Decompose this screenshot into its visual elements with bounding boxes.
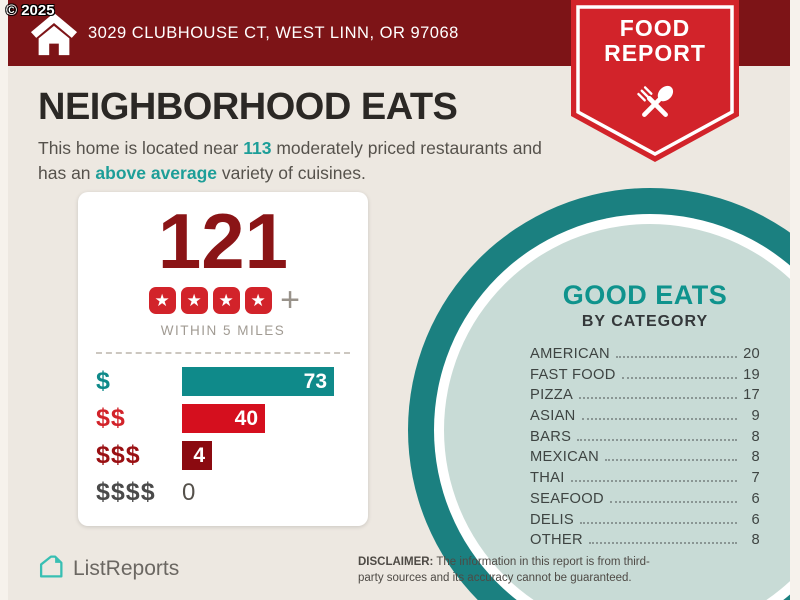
category-value: 20 xyxy=(743,346,760,362)
category-label: MEXICAN xyxy=(530,449,600,466)
infographic-canvas: 3029 CLUBHOUSE CT, WEST LINN, OR 97068 F… xyxy=(8,0,790,600)
category-value: 17 xyxy=(743,387,760,404)
good-eats-panel: GOOD EATS BY CATEGORY AMERICAN 20 FAST FO… xyxy=(530,280,760,553)
category-value: 8 xyxy=(751,532,760,549)
bar-track: 0 xyxy=(182,478,352,507)
price-tier-row: $$ 40 xyxy=(96,404,352,433)
dotted-leader xyxy=(615,356,737,358)
dotted-leader xyxy=(609,500,737,503)
category-label: ASIAN xyxy=(530,408,576,425)
category-row: AMERICAN 20 xyxy=(530,346,760,367)
plus-icon: + xyxy=(280,281,300,319)
category-label: THAI xyxy=(530,470,565,487)
star-icon: ★ xyxy=(212,287,240,314)
page-title: NEIGHBORHOOD EATS xyxy=(38,86,458,128)
category-row: DELIS 6 xyxy=(530,512,760,533)
category-row: BARS 8 xyxy=(530,429,760,450)
price-tier-row: $$$$ 0 xyxy=(96,478,352,507)
property-address: 3029 CLUBHOUSE CT, WEST LINN, OR 97068 xyxy=(88,24,459,42)
category-row: ASIAN 9 xyxy=(530,408,760,429)
bar-value: 4 xyxy=(193,443,205,467)
copyright-watermark: © 2025 xyxy=(6,2,55,19)
dotted-leader xyxy=(579,397,737,400)
category-list: AMERICAN 20 FAST FOOD 19 PIZZA 17 ASIAN 9 BA… xyxy=(530,346,760,553)
category-label: BARS xyxy=(530,428,572,445)
variety-rating: above average xyxy=(95,162,218,183)
radius-caption: WITHIN 5 MILES xyxy=(160,323,286,338)
summary-text: This home is located near xyxy=(38,138,244,158)
good-eats-subtitle: BY CATEGORY xyxy=(581,313,709,330)
category-value: 8 xyxy=(751,449,760,466)
bar-track: 4 xyxy=(182,441,352,470)
dotted-leader xyxy=(570,480,737,483)
bar-three-dollar: 4 xyxy=(182,441,212,470)
category-value: 7 xyxy=(751,470,760,487)
badge-title: FOOD REPORT xyxy=(604,15,706,67)
dotted-leader xyxy=(621,376,737,379)
star-icon: ★ xyxy=(244,287,272,314)
dashed-divider xyxy=(96,352,350,354)
category-label: FAST FOOD xyxy=(530,366,616,383)
restaurant-count: 113 xyxy=(243,138,272,158)
bar-value: 73 xyxy=(303,369,327,393)
category-label: PIZZA xyxy=(530,387,574,404)
price-tier-label: $ xyxy=(96,367,111,395)
category-row: MEXICAN 8 xyxy=(530,449,760,470)
category-label: DELIS xyxy=(530,511,574,528)
good-eats-circle-fill xyxy=(444,224,790,600)
restaurant-total: 121 xyxy=(157,197,289,285)
category-row: PIZZA 17 xyxy=(530,387,760,408)
dotted-leader xyxy=(588,542,737,545)
category-value: 19 xyxy=(743,366,760,383)
category-value: 6 xyxy=(751,511,760,528)
bar-track: 40 xyxy=(182,404,352,433)
home-icon xyxy=(30,11,78,62)
price-tier-label: $$$$ xyxy=(96,478,156,506)
bar-one-dollar: 73 xyxy=(182,367,334,396)
good-eats-title: GOOD EATS xyxy=(562,280,728,310)
dotted-leader xyxy=(579,521,737,524)
price-tier-chart: $ 73 $$ 40 $$$ 4 $$$$ 0 xyxy=(96,367,352,507)
listreports-wordmark: ListReports xyxy=(73,557,180,580)
star-icon: ★ xyxy=(148,287,176,314)
category-row: SEAFOOD 6 xyxy=(530,491,760,512)
category-value: 6 xyxy=(751,490,760,507)
category-row: THAI 7 xyxy=(530,470,760,491)
summary-sentence: This home is located near 113 moderately… xyxy=(38,136,573,185)
listreports-house-icon xyxy=(38,553,65,585)
category-row: FAST FOOD 19 xyxy=(530,367,760,388)
bar-value: 0 xyxy=(182,478,196,506)
listreports-logo: ListReports xyxy=(38,553,179,585)
price-tier-row: $$$ 4 xyxy=(96,441,352,470)
category-row: OTHER 8 xyxy=(530,532,760,553)
disclaimer-text: The information in this report is from t… xyxy=(358,556,650,584)
bar-value: 40 xyxy=(234,406,258,430)
bar-two-dollar: 40 xyxy=(182,404,265,433)
food-report-badge: FOOD REPORT xyxy=(571,0,739,170)
bar-four-dollar: 0 xyxy=(182,478,352,507)
summary-text: moderately priced restaurants and has an xyxy=(38,138,542,183)
category-label: AMERICAN xyxy=(530,346,610,362)
dotted-leader xyxy=(581,418,737,421)
price-tier-label: $$$ xyxy=(96,441,141,469)
star-icon: ★ xyxy=(180,287,208,314)
summary-text: variety of cuisines. xyxy=(217,162,366,183)
disclaimer: DISCLAIMER: The information in this repo… xyxy=(358,555,673,586)
category-label: SEAFOOD xyxy=(530,490,604,507)
category-value: 9 xyxy=(751,408,760,425)
dotted-leader xyxy=(605,459,737,462)
category-label: OTHER xyxy=(530,532,583,549)
price-tier-label: $$ xyxy=(96,404,126,432)
price-tier-row: $ 73 xyxy=(96,367,352,396)
restaurant-summary-card: 121 ★ ★ ★ ★ + WITHIN 5 MILES $ 73 $$ 40 … xyxy=(78,192,368,526)
star-rating: ★ ★ ★ ★ + xyxy=(78,281,368,319)
bar-track: 73 xyxy=(182,367,352,396)
category-value: 8 xyxy=(751,428,760,445)
disclaimer-label: DISCLAIMER: xyxy=(358,556,434,568)
dotted-leader xyxy=(577,438,737,441)
